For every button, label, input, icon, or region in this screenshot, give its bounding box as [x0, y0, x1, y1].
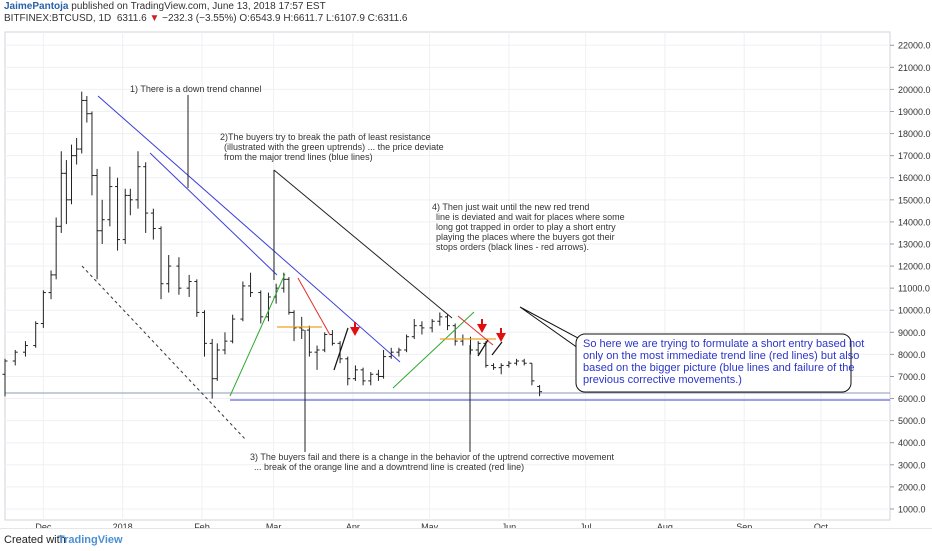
annotation-line: stops orders (black lines - red arrows). — [436, 242, 589, 252]
y-tick-label: 17000.0 — [898, 151, 931, 161]
annotation-line: 3) The buyers fail and there is a change… — [250, 452, 615, 462]
tradingview-logo[interactable]: TradingView — [58, 534, 123, 546]
red-downtrend-1 — [297, 277, 331, 336]
y-tick-label: 4000.0 — [898, 438, 926, 448]
symbol-line: BITFINEX:BTCUSD, 1D 6311.6 ▼ −232.3 (−3.… — [4, 13, 408, 25]
symbol-label: BITFINEX:BTCUSD, 1D — [4, 13, 112, 24]
x-tick-label: Aug — [657, 522, 673, 528]
blue-trend-line-2 — [149, 152, 278, 276]
annotation-line: 4) Then just wait until the new red tren… — [432, 202, 589, 212]
footer-bar: Created with TradingView — [0, 528, 932, 551]
y-tick-label: 6000.0 — [898, 394, 926, 404]
x-tick-label: Jun — [502, 522, 517, 528]
y-tick-label: 12000.0 — [898, 262, 931, 272]
x-tick-label: 2018 — [113, 522, 133, 528]
annotation-4: 3) The buyers fail and there is a change… — [250, 452, 615, 472]
down-arrow-icon: ▼ — [149, 13, 160, 24]
y-tick-label: 2000.0 — [898, 482, 926, 492]
annotation-5: So here we are trying to formulate a sho… — [583, 338, 864, 386]
x-tick-label: Oct — [814, 522, 829, 528]
stop-line-3 — [491, 341, 503, 356]
red-arrow-icon — [477, 324, 487, 333]
annotation-line: ... break of the orange line and a downt… — [254, 462, 524, 472]
y-tick-label: 21000.0 — [898, 63, 931, 73]
published-text: published on TradingView.com, June 13, 2… — [71, 1, 326, 12]
annotation-2: 2)The buyers try to break the path of le… — [220, 132, 444, 162]
price-change: −232.3 (−3.55%) — [162, 13, 237, 24]
ohlc-values: O:6543.9 H:6611.7 L:6107.9 C:6311.6 — [239, 13, 408, 24]
annotation-line: long got trapped in order to play a shor… — [436, 222, 616, 232]
y-tick-label: 18000.0 — [898, 129, 931, 139]
y-tick-label: 8000.0 — [898, 350, 926, 360]
x-tick-label: Jul — [580, 522, 592, 528]
stop-line-2 — [477, 339, 489, 357]
y-tick-label: 11000.0 — [898, 284, 930, 294]
y-tick-label: 20000.0 — [898, 85, 931, 95]
plot-frame — [4, 31, 891, 521]
x-tick-label: Mar — [266, 522, 282, 528]
annotation-line: based on the bigger picture (blue lines … — [583, 362, 855, 374]
y-tick-label: 3000.0 — [898, 460, 926, 470]
y-tick-label: 5000.0 — [898, 416, 926, 426]
annotation-1: 1) There is a down trend channel — [130, 84, 261, 94]
price-chart[interactable]: 22000.0 21000.0 20000.0 19000.0 18000.0 17000… — [0, 26, 932, 528]
annotation-line: line is deviated and wait for places whe… — [436, 212, 625, 222]
y-tick-label: 19000.0 — [898, 107, 931, 117]
callout-box — [575, 333, 852, 393]
red-downtrend-2 — [457, 315, 494, 346]
green-uptrend-2 — [392, 311, 475, 389]
x-tick-label: Feb — [194, 522, 210, 528]
y-tick-label: 9000.0 — [898, 328, 926, 338]
publish-line: JaimePantoja published on TradingView.co… — [4, 1, 326, 13]
y-tick-label: 16000.0 — [898, 173, 931, 183]
annotation-line: 2)The buyers try to break the path of le… — [220, 132, 431, 142]
x-tick-label: Sep — [736, 522, 752, 528]
stop-line-1 — [333, 327, 349, 371]
y-tick-label: 22000.0 — [898, 41, 931, 51]
x-tick-label: Dec — [35, 522, 52, 528]
author-link[interactable]: JaimePantoja — [4, 1, 69, 12]
annotation-line: only on the most immediate trend line (r… — [583, 350, 859, 362]
annotation-line: (illustrated with the green uptrends) ..… — [224, 142, 444, 152]
y-tick-label: 1000.0 — [898, 504, 926, 514]
last-price: 6311.6 — [116, 13, 147, 24]
blue-trend-line-1 — [97, 95, 401, 363]
chart-header: JaimePantoja published on TradingView.co… — [0, 0, 932, 26]
y-tick-label: 10000.0 — [898, 306, 931, 316]
red-arrow-icon — [350, 327, 360, 336]
annotation-line: from the major trend lines (blue lines) — [224, 152, 373, 162]
created-with-label: Created with — [4, 534, 66, 546]
y-tick-label: 13000.0 — [898, 239, 931, 249]
green-uptrend-1 — [229, 273, 286, 397]
annotation-line: previous corrective movements.) — [583, 374, 742, 386]
annotation-line: So here we are trying to formulate a sho… — [583, 338, 864, 350]
annotation-line: 1) There is a down trend channel — [130, 84, 261, 94]
annotation-3: 4) Then just wait until the new red tren… — [432, 202, 625, 252]
red-arrow-icon — [496, 333, 506, 342]
dashed-trend-line — [81, 265, 247, 441]
y-tick-label: 14000.0 — [898, 217, 931, 227]
pointer-line-2b — [273, 169, 453, 319]
y-tick-label: 7000.0 — [898, 372, 926, 382]
x-tick-label: May — [421, 522, 439, 528]
y-tick-label: 15000.0 — [898, 195, 931, 205]
annotation-line: playing the places where the buyers got … — [436, 232, 615, 242]
x-tick-label: Apr — [346, 522, 360, 528]
